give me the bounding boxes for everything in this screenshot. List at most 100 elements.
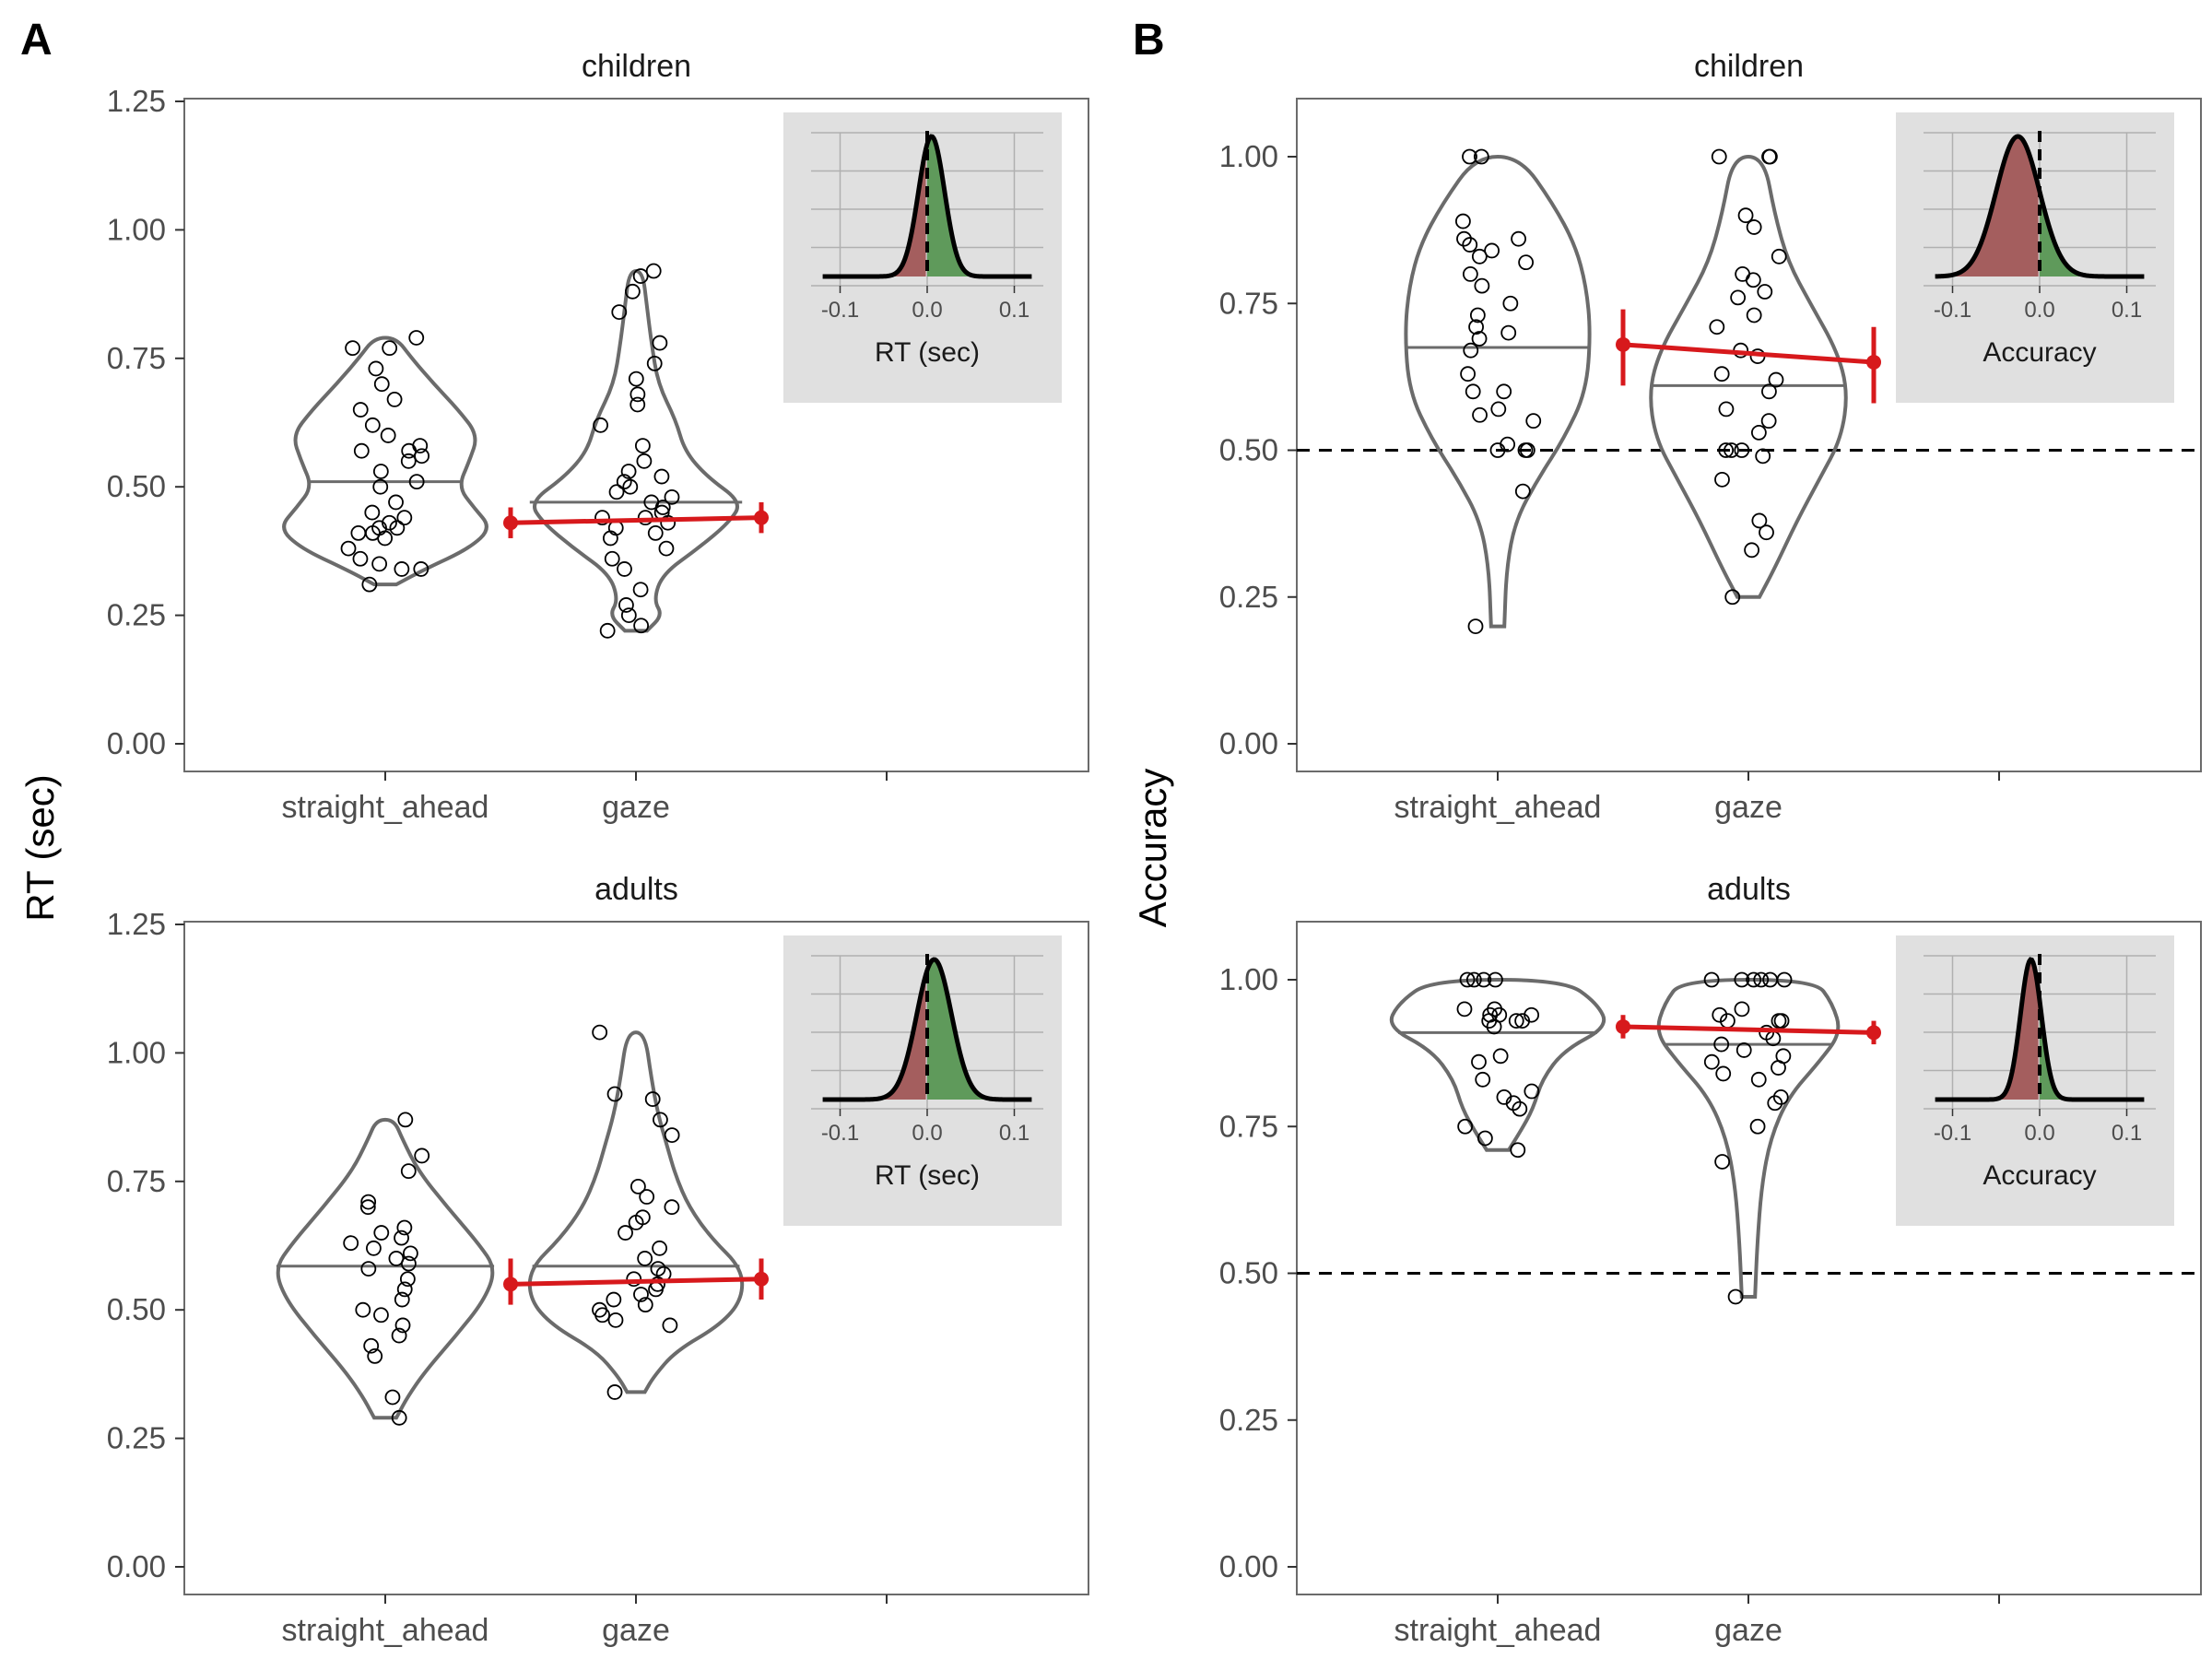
data-point (637, 1251, 653, 1266)
estimate-point (1866, 1025, 1881, 1041)
data-point (1500, 324, 1517, 341)
data-point (626, 1271, 642, 1288)
data-point (1512, 1100, 1528, 1117)
violin-gaze (527, 1030, 745, 1394)
data-point (594, 1307, 610, 1324)
data-point (1510, 1142, 1526, 1159)
facet-label: children (582, 49, 691, 84)
x-tick-label: straight_ahead (282, 1613, 489, 1648)
estimate-point (754, 1271, 769, 1287)
data-point (372, 464, 389, 479)
facet-label: adults (1707, 872, 1791, 907)
data-point (1767, 1095, 1783, 1112)
data-point (367, 1347, 383, 1364)
density-curve (822, 134, 1032, 279)
data-point (1737, 207, 1754, 224)
data-point (658, 540, 675, 557)
data-point (345, 340, 360, 357)
data-point (350, 524, 367, 541)
estimate-point (503, 1277, 518, 1292)
data-point (400, 1255, 417, 1272)
violin-straight_ahead (276, 1117, 495, 1420)
data-point (1714, 471, 1730, 488)
data-point (606, 1086, 623, 1102)
data-point (1517, 442, 1534, 458)
data-point (413, 561, 429, 577)
data-point (363, 1337, 380, 1354)
density-positive-area (2040, 191, 2145, 276)
estimate-line (1622, 1024, 1875, 1035)
y-axis-title-accuracy: Accuracy (1131, 769, 1174, 928)
estimate-point (1616, 336, 1630, 352)
data-point (632, 268, 649, 284)
y-tick-label: 0.25 (1219, 580, 1278, 614)
violin-gaze (533, 269, 739, 633)
data-point (593, 417, 608, 433)
inset-x-tick-label: 0.0 (2024, 298, 2054, 323)
data-point (368, 360, 384, 377)
data-point (366, 1240, 382, 1256)
data-point (592, 1024, 608, 1041)
data-point (648, 1281, 664, 1298)
y-tick-label: 1.00 (1219, 962, 1278, 996)
data-point (633, 618, 650, 634)
data-point (618, 1225, 633, 1241)
data-point (617, 561, 632, 577)
data-point (394, 1230, 409, 1246)
data-point (1750, 424, 1767, 441)
violin-straight_ahead (1389, 977, 1606, 1152)
data-point (1771, 1060, 1786, 1076)
data-point (1734, 971, 1750, 988)
inset-x-label: RT (sec) (875, 337, 980, 368)
data-point (1715, 1065, 1732, 1082)
y-tick-label: 1.25 (107, 84, 166, 118)
data-point (384, 1389, 401, 1406)
data-point (1730, 289, 1747, 306)
data-point (629, 396, 646, 413)
data-point (1761, 383, 1777, 400)
data-point (1456, 230, 1472, 247)
data-point (1711, 148, 1727, 165)
data-point (622, 478, 639, 495)
data-point (1462, 265, 1478, 282)
data-point (1496, 383, 1512, 400)
data-point (1514, 1013, 1531, 1029)
data-point (360, 1194, 377, 1210)
y-tick-label: 0.50 (1219, 1256, 1278, 1290)
data-point (1525, 413, 1542, 429)
data-point (373, 1225, 390, 1241)
data-point (1465, 383, 1481, 400)
data-point (373, 376, 390, 393)
data-point (1455, 213, 1471, 229)
x-tick-label: gaze (1714, 790, 1783, 825)
density-positive-area (927, 959, 1032, 1100)
y-tick-label: 0.75 (1219, 1109, 1278, 1143)
inset-x-tick-label: 0.1 (999, 298, 1030, 323)
data-point (1460, 366, 1476, 382)
data-point (1463, 342, 1479, 359)
data-point (654, 500, 671, 515)
data-point (1511, 230, 1526, 247)
data-point (352, 550, 369, 567)
data-point (1459, 971, 1476, 988)
inset-x-tick-label: 0.1 (2112, 298, 2142, 323)
data-point (618, 597, 634, 613)
data-point (650, 1261, 666, 1277)
y-tick-label: 0.00 (107, 726, 166, 760)
y-tick-label: 0.00 (107, 1549, 166, 1583)
violin-gaze (1656, 977, 1841, 1299)
panel-1: children A 0.00 0.25 0.50 0.75 1.00 1.25 straigh… (20, 16, 1089, 825)
data-point (402, 1245, 418, 1262)
data-point (652, 335, 668, 351)
data-point (364, 504, 381, 521)
y-tick-label: 1.00 (107, 1035, 166, 1069)
inset-x-tick-label: -0.1 (1934, 298, 1971, 323)
data-point (664, 488, 680, 505)
data-point (644, 1091, 661, 1107)
data-point (1502, 295, 1519, 312)
data-point (364, 417, 381, 433)
estimate-point (1616, 1018, 1630, 1034)
inset-x-tick-label: 0.1 (2112, 1121, 2142, 1146)
facet-label: children (1694, 49, 1804, 84)
